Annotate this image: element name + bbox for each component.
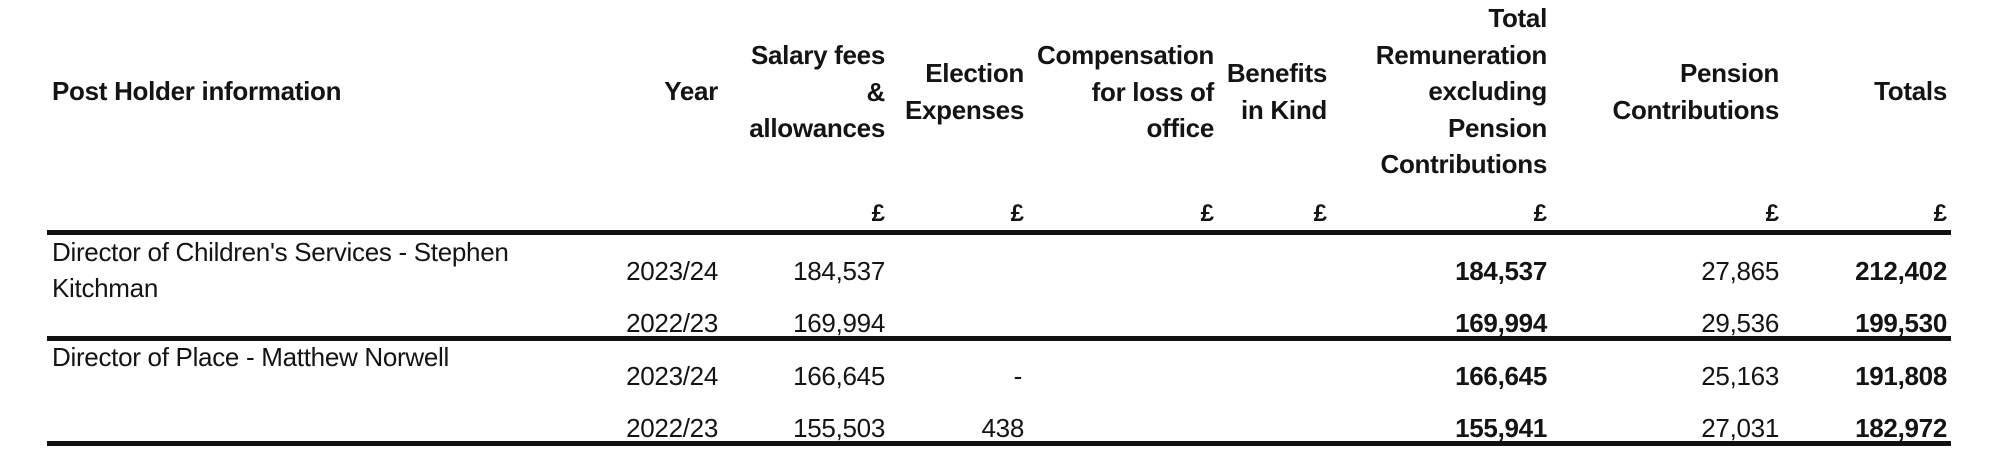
cell-total-remuneration: 166,645 xyxy=(1455,361,1547,391)
header-year: Year xyxy=(664,76,718,106)
cell-salary: 169,994 xyxy=(793,308,885,338)
cell-total-remuneration: 155,941 xyxy=(1455,413,1547,443)
cell-totals: 199,530 xyxy=(1855,308,1947,338)
currency-salary: £ xyxy=(871,200,885,227)
remuneration-table: Post Holder information Year Salary fees… xyxy=(47,0,1951,460)
post-holder-name: Director of Place - Matthew Norwell xyxy=(52,342,449,372)
header-line: for loss of xyxy=(1091,76,1215,107)
header-totals: Totals xyxy=(1874,76,1947,106)
cell-pension: 27,865 xyxy=(1701,256,1779,286)
cell-salary: 155,503 xyxy=(793,413,885,443)
header-line: Remuneration xyxy=(1375,39,1548,70)
header-line: Compensation xyxy=(1037,40,1214,70)
currency-totals: £ xyxy=(1933,200,1947,227)
header-line: Total xyxy=(1488,3,1547,33)
header-line: Expenses xyxy=(904,94,1024,125)
currency-compensation: £ xyxy=(1200,200,1214,227)
header-rule xyxy=(47,230,1951,235)
cell-year: 2022/23 xyxy=(626,413,718,443)
cell-election: 438 xyxy=(981,413,1025,443)
header-line: Election xyxy=(925,58,1024,88)
cell-pension: 27,031 xyxy=(1701,413,1779,443)
header-line: Benefits xyxy=(1226,58,1327,88)
header-salary: Salary fees & allowances xyxy=(749,37,885,147)
cell-totals: 212,402 xyxy=(1855,256,1947,286)
cell-salary: 166,645 xyxy=(793,361,885,391)
header-pension: Pension Contributions xyxy=(1612,55,1779,128)
cell-year: 2022/23 xyxy=(626,308,718,338)
header-line: & xyxy=(866,76,886,107)
currency-total-remuneration: £ xyxy=(1533,200,1547,227)
header-compensation: Compensation for loss of office xyxy=(1037,37,1214,147)
header-line: in Kind xyxy=(1241,94,1327,125)
header-benefits: Benefits in Kind xyxy=(1227,55,1327,128)
currency-election: £ xyxy=(1010,200,1024,227)
header-line: excluding xyxy=(1428,76,1547,106)
header-election: Election Expenses xyxy=(905,55,1024,128)
post-holder-name: Director of Children's Services - Stephe… xyxy=(52,237,509,303)
header-line: office xyxy=(1146,113,1214,143)
header-line: Salary fees xyxy=(750,40,885,70)
header-line: allowances xyxy=(749,113,885,143)
cell-pension: 25,163 xyxy=(1701,361,1779,391)
header-post-holder: Post Holder information xyxy=(52,76,342,106)
cell-year: 2023/24 xyxy=(626,256,718,286)
cell-election: - xyxy=(1013,361,1023,391)
cell-year: 2023/24 xyxy=(626,361,718,391)
section-rule xyxy=(47,336,1951,341)
cell-salary: 184,537 xyxy=(793,256,885,286)
currency-benefits: £ xyxy=(1313,200,1327,227)
cell-totals: 182,972 xyxy=(1855,413,1947,443)
header-line: Contributions xyxy=(1612,94,1779,125)
header-line: Contributions xyxy=(1380,149,1547,179)
header-line: Pension xyxy=(1679,58,1779,88)
header-line: Pension xyxy=(1447,112,1547,143)
currency-pension: £ xyxy=(1765,200,1779,227)
cell-pension: 29,536 xyxy=(1701,308,1779,338)
cell-total-remuneration: 169,994 xyxy=(1455,308,1547,338)
cell-totals: 191,808 xyxy=(1855,361,1947,391)
bottom-rule xyxy=(47,441,1951,446)
cell-total-remuneration: 184,537 xyxy=(1455,256,1547,286)
header-total-remuneration: Total Remuneration excluding Pension Con… xyxy=(1375,0,1548,183)
